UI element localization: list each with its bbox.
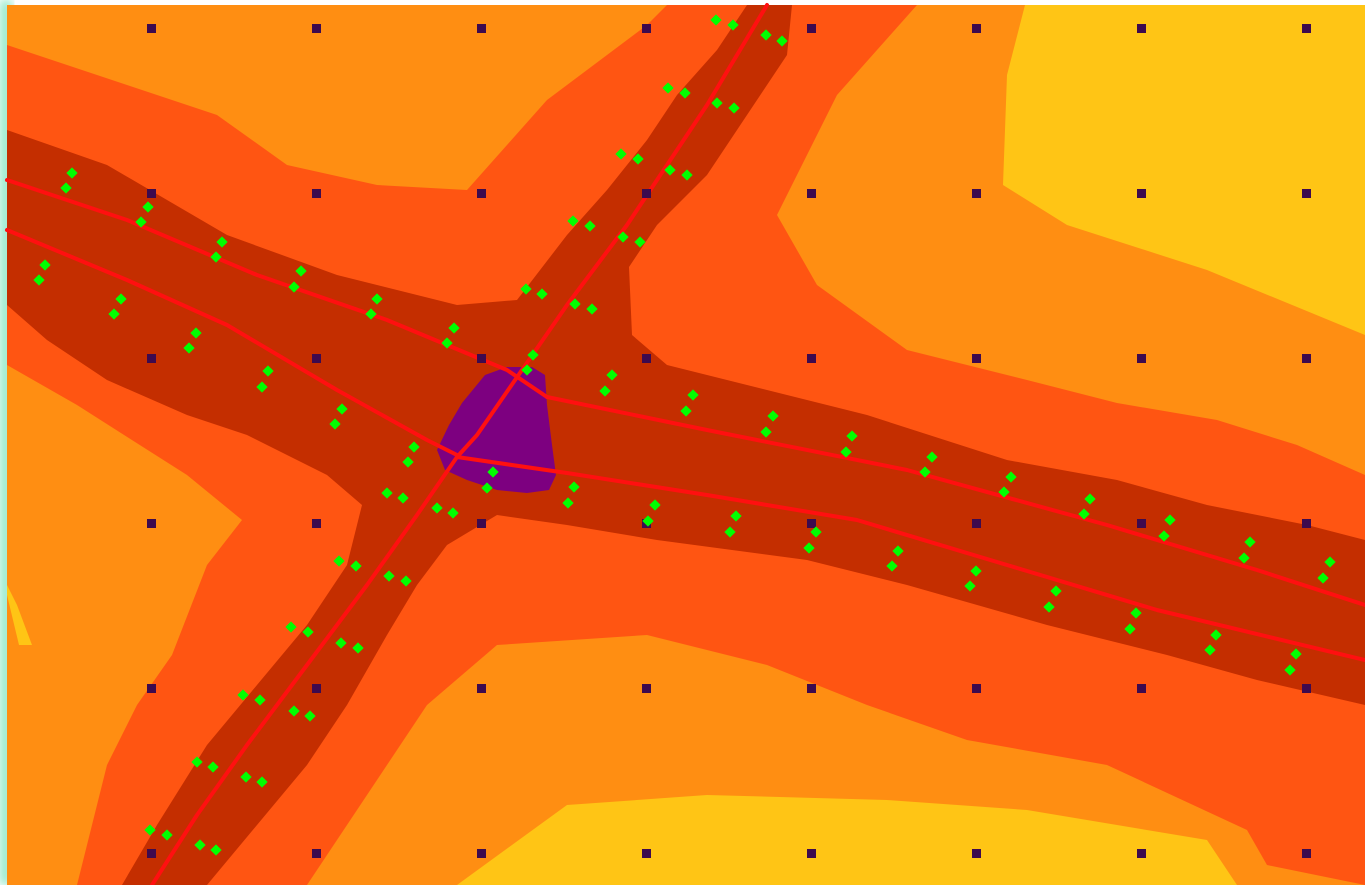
- sensor-marker-icon: [1124, 623, 1136, 635]
- sensor-marker-icon: [1210, 629, 1222, 641]
- sensor-marker-icon: [1164, 514, 1176, 526]
- grid-marker-icon: [147, 849, 156, 858]
- sensor-marker-icon: [1284, 664, 1296, 676]
- grid-marker-icon: [312, 24, 321, 33]
- road-east-arm-lower: [455, 455, 1365, 662]
- road-east-arm-upper: [545, 395, 1365, 607]
- grid-marker-icon: [147, 684, 156, 693]
- grid-marker-icon: [972, 519, 981, 528]
- grid-marker-icon: [1137, 849, 1146, 858]
- grid-marker-icon: [147, 189, 156, 198]
- road-northwest-arm-upper: [5, 178, 549, 399]
- road-network: [5, 3, 1365, 885]
- sensor-marker-icon: [1244, 536, 1256, 548]
- sensor-marker-icon: [1290, 648, 1302, 660]
- grid-marker-icon: [477, 354, 486, 363]
- grid-marker-icon: [972, 684, 981, 693]
- grid-marker-icon: [807, 24, 816, 33]
- grid-marker-icon: [972, 189, 981, 198]
- grid-marker-icon: [807, 849, 816, 858]
- grid-marker-icon: [1302, 849, 1311, 858]
- grid-marker-icon: [147, 24, 156, 33]
- grid-marker-icon: [642, 684, 651, 693]
- grid-marker-icon: [147, 519, 156, 528]
- sensor-marker-icon: [1078, 508, 1090, 520]
- sensor-marker-icon: [1084, 493, 1096, 505]
- road-northwest-arm-lower: [5, 228, 459, 457]
- grid-marker-icon: [1137, 189, 1146, 198]
- grid-marker-icon: [477, 519, 486, 528]
- sensor-marker-icon: [1050, 585, 1062, 597]
- sensor-marker-icon: [1043, 601, 1055, 613]
- grid-marker-icon: [1302, 24, 1311, 33]
- grid-marker-icon: [312, 354, 321, 363]
- grid-marker-icon: [312, 849, 321, 858]
- road-northeast-arm: [455, 3, 769, 459]
- grid-marker-icon: [642, 354, 651, 363]
- grid-marker-icon: [1302, 354, 1311, 363]
- grid-marker-icon: [312, 189, 321, 198]
- grid-marker-icon: [807, 189, 816, 198]
- grid-marker-icon: [972, 24, 981, 33]
- sensor-marker-icon: [1158, 530, 1170, 542]
- sensor-marker-icon: [1317, 572, 1329, 584]
- grid-marker-icon: [147, 354, 156, 363]
- grid-marker-icon: [477, 684, 486, 693]
- grid-marker-icon: [807, 519, 816, 528]
- zone-near: [7, 5, 1365, 885]
- grid-markers: [147, 24, 1311, 858]
- grid-marker-icon: [1137, 354, 1146, 363]
- grid-marker-icon: [477, 24, 486, 33]
- grid-marker-icon: [1137, 519, 1146, 528]
- grid-marker-icon: [477, 189, 486, 198]
- grid-marker-icon: [477, 849, 486, 858]
- grid-marker-icon: [807, 684, 816, 693]
- grid-marker-icon: [312, 519, 321, 528]
- junction-zone: [437, 367, 556, 493]
- sensor-marker-icon: [1204, 644, 1216, 656]
- sensor-marker-icon: [1238, 552, 1250, 564]
- sensor-marker-icon: [1324, 556, 1336, 568]
- grid-marker-icon: [1137, 24, 1146, 33]
- grid-marker-icon: [1302, 189, 1311, 198]
- grid-marker-icon: [1302, 519, 1311, 528]
- grid-marker-icon: [1302, 684, 1311, 693]
- road-southwest-arm: [150, 455, 459, 885]
- grid-marker-icon: [1137, 684, 1146, 693]
- sensor-marker-icon: [1130, 607, 1142, 619]
- grid-marker-icon: [972, 849, 981, 858]
- map-frame: [5, 3, 1365, 885]
- grid-marker-icon: [642, 189, 651, 198]
- grid-marker-icon: [642, 849, 651, 858]
- grid-marker-icon: [807, 354, 816, 363]
- grid-marker-icon: [972, 354, 981, 363]
- grid-marker-icon: [642, 24, 651, 33]
- grid-marker-icon: [312, 684, 321, 693]
